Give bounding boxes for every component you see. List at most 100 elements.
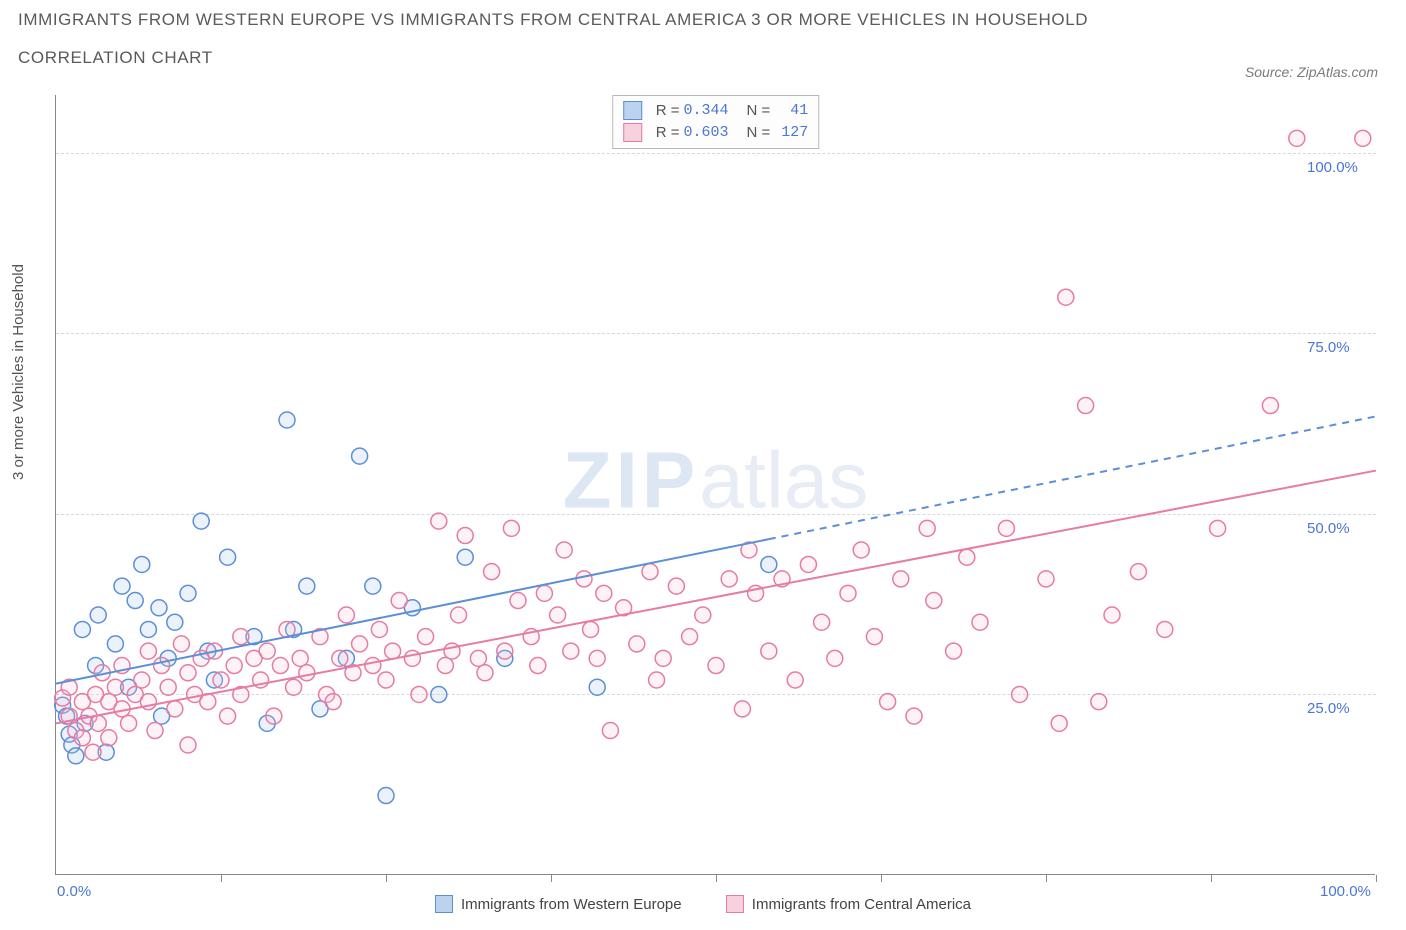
data-point xyxy=(378,788,394,804)
data-point xyxy=(510,593,526,609)
data-point xyxy=(642,564,658,580)
chart-area: ZIPatlas R = 0.344 N = 41 R = 0.603 xyxy=(55,95,1375,875)
data-point xyxy=(90,607,106,623)
legend-swatch-icon xyxy=(623,101,642,120)
data-point xyxy=(332,650,348,666)
data-point xyxy=(121,715,137,731)
trend-line-extrapolated xyxy=(769,416,1376,539)
title-block: IMMIGRANTS FROM WESTERN EUROPE VS IMMIGR… xyxy=(18,10,1088,86)
y-axis-label: 3 or more Vehicles in Household xyxy=(10,264,27,480)
data-point xyxy=(167,701,183,717)
data-point xyxy=(154,658,170,674)
data-point xyxy=(734,701,750,717)
data-point xyxy=(959,549,975,565)
data-point xyxy=(451,607,467,623)
data-point xyxy=(378,672,394,688)
data-point xyxy=(629,636,645,652)
data-point xyxy=(761,556,777,572)
data-point xyxy=(602,723,618,739)
legend-r-label: R = xyxy=(656,122,680,144)
x-axis-tick xyxy=(551,875,552,882)
y-tick-label: 25.0% xyxy=(1307,700,1350,717)
data-point xyxy=(906,708,922,724)
data-point xyxy=(853,542,869,558)
data-point xyxy=(299,578,315,594)
data-point xyxy=(101,730,117,746)
data-point xyxy=(866,629,882,645)
data-point xyxy=(404,650,420,666)
legend-swatch-icon xyxy=(726,895,744,913)
data-point xyxy=(173,636,189,652)
data-point xyxy=(1104,607,1120,623)
data-point xyxy=(259,643,275,659)
data-point xyxy=(418,629,434,645)
data-point xyxy=(1355,130,1371,146)
data-point xyxy=(695,607,711,623)
data-point xyxy=(431,686,447,702)
data-point xyxy=(880,694,896,710)
data-point xyxy=(761,643,777,659)
data-point xyxy=(668,578,684,594)
data-point xyxy=(721,571,737,587)
data-point xyxy=(470,650,486,666)
data-point xyxy=(68,748,84,764)
data-point xyxy=(385,643,401,659)
legend-swatch-icon xyxy=(623,123,642,142)
top-legend-row-2: R = 0.603 N = 127 xyxy=(623,122,809,144)
x-axis-tick xyxy=(386,875,387,882)
data-point xyxy=(431,513,447,529)
data-point xyxy=(787,672,803,688)
legend-n-label: N = xyxy=(747,100,771,122)
data-point xyxy=(107,636,123,652)
legend-n-value-2: 127 xyxy=(774,122,808,144)
data-point xyxy=(589,679,605,695)
data-point xyxy=(655,650,671,666)
data-point xyxy=(180,737,196,753)
data-point xyxy=(1157,621,1173,637)
data-point xyxy=(682,629,698,645)
x-axis-tick xyxy=(881,875,882,882)
data-point xyxy=(272,658,288,674)
legend-n-label: N = xyxy=(747,122,771,144)
data-point xyxy=(411,686,427,702)
scatter-svg xyxy=(56,95,1376,875)
data-point xyxy=(127,593,143,609)
data-point xyxy=(279,412,295,428)
data-point xyxy=(1051,715,1067,731)
data-point xyxy=(556,542,572,558)
x-axis-tick xyxy=(1211,875,1212,882)
data-point xyxy=(649,672,665,688)
data-point xyxy=(391,593,407,609)
data-point xyxy=(457,528,473,544)
data-point xyxy=(1130,564,1146,580)
bottom-legend-label-2: Immigrants from Central America xyxy=(752,896,971,913)
page-root: IMMIGRANTS FROM WESTERN EUROPE VS IMMIGR… xyxy=(0,0,1406,930)
bottom-legend: Immigrants from Western Europe Immigrant… xyxy=(0,895,1406,917)
data-point xyxy=(437,658,453,674)
source-label: Source: ZipAtlas.com xyxy=(1245,64,1378,80)
data-point xyxy=(1091,694,1107,710)
y-tick-label: 50.0% xyxy=(1307,520,1350,537)
x-axis-tick xyxy=(716,875,717,882)
y-tick-label: 75.0% xyxy=(1307,339,1350,356)
data-point xyxy=(226,658,242,674)
data-point xyxy=(140,621,156,637)
legend-swatch-icon xyxy=(435,895,453,913)
data-point xyxy=(497,643,513,659)
data-point xyxy=(140,643,156,659)
data-point xyxy=(484,564,500,580)
top-legend-row-1: R = 0.344 N = 41 xyxy=(623,100,809,122)
data-point xyxy=(90,715,106,731)
bottom-legend-item-1: Immigrants from Western Europe xyxy=(435,895,682,913)
data-point xyxy=(926,593,942,609)
data-point xyxy=(800,556,816,572)
data-point xyxy=(563,643,579,659)
plot-box: ZIPatlas R = 0.344 N = 41 R = 0.603 xyxy=(55,95,1375,875)
data-point xyxy=(998,520,1014,536)
data-point xyxy=(919,520,935,536)
legend-n-value-1: 41 xyxy=(774,100,808,122)
data-point xyxy=(1262,398,1278,414)
data-point xyxy=(85,744,101,760)
data-point xyxy=(352,448,368,464)
data-point xyxy=(589,650,605,666)
